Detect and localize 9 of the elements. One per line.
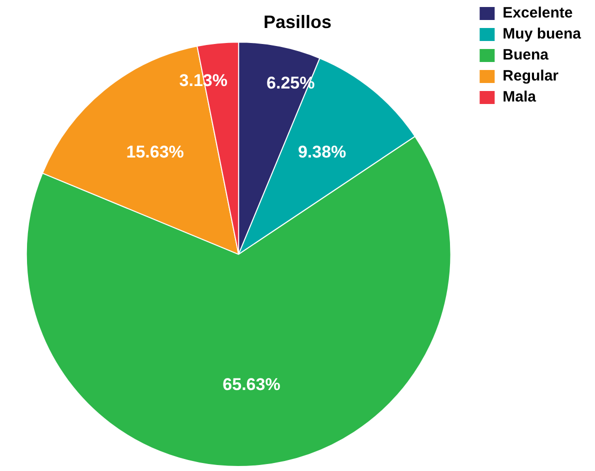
legend-label: Excelente xyxy=(502,4,573,22)
chart-title: Pasillos xyxy=(263,12,332,32)
data-label: 15.63% xyxy=(126,142,184,162)
data-label: 65.63% xyxy=(222,374,280,394)
legend-label: Muy buena xyxy=(502,26,582,43)
legend-label: Regular xyxy=(502,68,559,85)
legend-label: Mala xyxy=(502,88,537,106)
data-label: 9.38% xyxy=(298,142,346,162)
legend-label: Buena xyxy=(502,46,550,64)
